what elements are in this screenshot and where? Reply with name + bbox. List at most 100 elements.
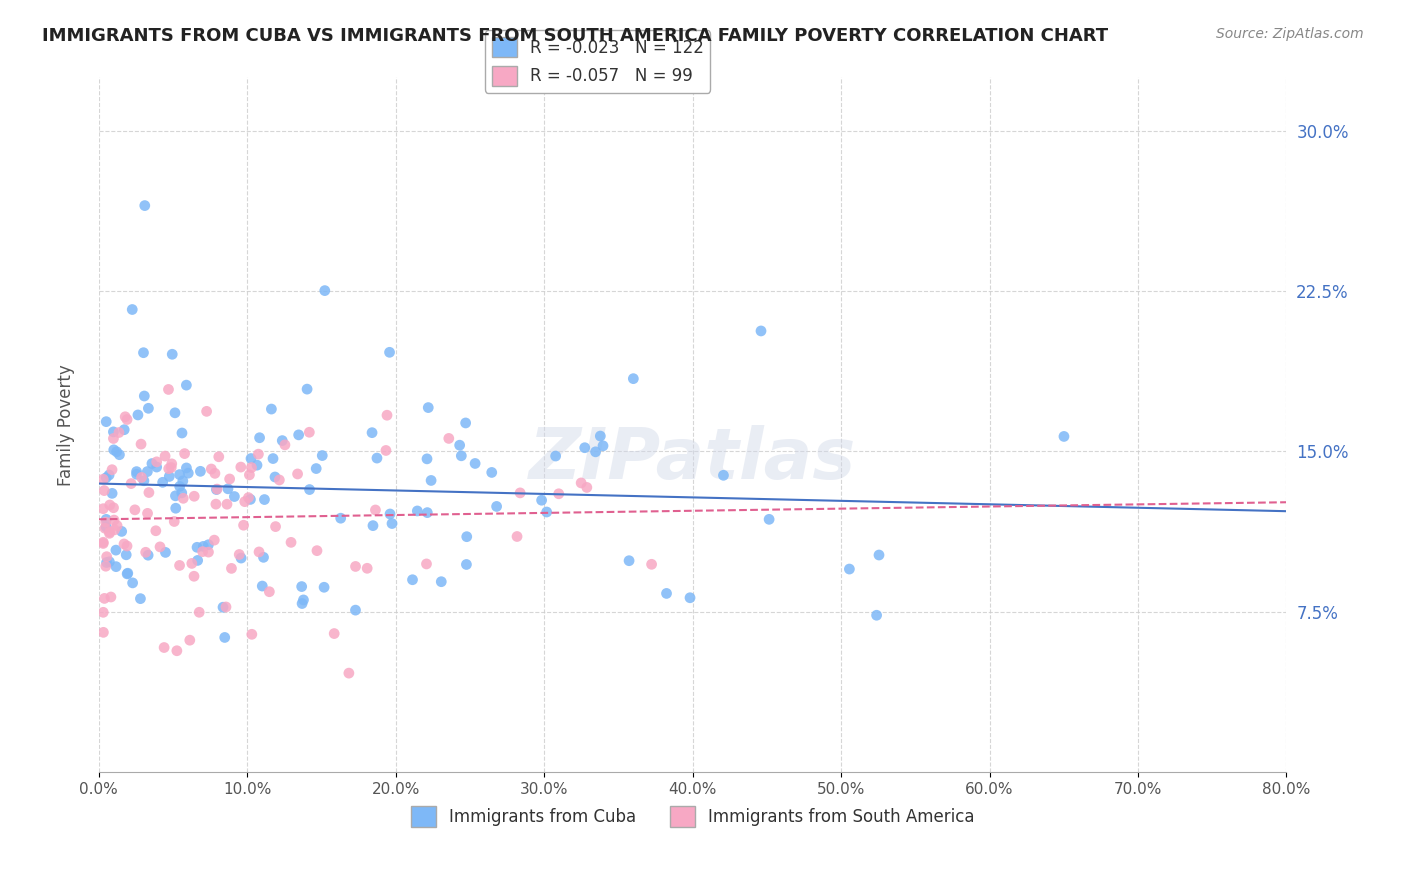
- Legend: Immigrants from Cuba, Immigrants from South America: Immigrants from Cuba, Immigrants from So…: [404, 799, 981, 833]
- Point: [145, 455, 167, 469]
- Point: [430, 574, 453, 589]
- Point: [215, 497, 238, 511]
- Point: [169, 558, 191, 573]
- Point: [547, 487, 569, 501]
- Point: [157, 461, 180, 475]
- Point: [129, 437, 152, 451]
- Point: [238, 491, 260, 505]
- Point: [406, 504, 429, 518]
- Point: [246, 458, 269, 472]
- Point: [197, 545, 219, 559]
- Point: [170, 486, 193, 500]
- Point: [232, 518, 254, 533]
- Point: [152, 475, 174, 490]
- Point: [344, 559, 367, 574]
- Point: [640, 558, 662, 572]
- Point: [208, 450, 231, 464]
- Point: [247, 447, 270, 461]
- Point: [136, 548, 159, 562]
- Y-axis label: Family Poverty: Family Poverty: [58, 364, 75, 485]
- Point: [449, 438, 471, 452]
- Point: [274, 438, 297, 452]
- Point: [378, 345, 401, 359]
- Point: [108, 448, 131, 462]
- Point: [224, 490, 246, 504]
- Point: [103, 500, 125, 515]
- Point: [204, 467, 226, 481]
- Point: [464, 457, 486, 471]
- Point: [176, 461, 198, 475]
- Point: [94, 521, 117, 535]
- Point: [134, 198, 156, 212]
- Point: [589, 429, 612, 443]
- Point: [115, 412, 138, 426]
- Point: [162, 347, 184, 361]
- Point: [91, 605, 114, 619]
- Point: [125, 467, 148, 482]
- Point: [153, 640, 176, 655]
- Point: [298, 425, 321, 440]
- Point: [190, 464, 212, 478]
- Point: [295, 382, 318, 396]
- Point: [228, 548, 250, 562]
- Point: [253, 492, 276, 507]
- Point: [481, 466, 503, 480]
- Point: [195, 404, 218, 418]
- Point: [364, 503, 387, 517]
- Point: [592, 439, 614, 453]
- Point: [165, 501, 187, 516]
- Point: [179, 633, 201, 648]
- Point: [264, 519, 287, 533]
- Point: [437, 432, 460, 446]
- Point: [418, 401, 440, 415]
- Point: [132, 474, 155, 488]
- Point: [129, 591, 152, 606]
- Point: [121, 575, 143, 590]
- Point: [104, 543, 127, 558]
- Point: [157, 469, 180, 483]
- Point: [621, 372, 644, 386]
- Point: [98, 524, 121, 539]
- Point: [202, 533, 225, 548]
- Point: [314, 284, 336, 298]
- Point: [136, 465, 159, 479]
- Point: [103, 432, 125, 446]
- Point: [271, 434, 294, 448]
- Point: [574, 441, 596, 455]
- Point: [96, 520, 118, 534]
- Point: [134, 389, 156, 403]
- Point: [166, 644, 188, 658]
- Point: [485, 500, 508, 514]
- Point: [115, 566, 138, 581]
- Point: [172, 474, 194, 488]
- Point: [361, 425, 384, 440]
- Point: [544, 449, 567, 463]
- Point: [131, 470, 153, 484]
- Point: [163, 515, 186, 529]
- Point: [838, 562, 860, 576]
- Point: [103, 523, 125, 537]
- Point: [169, 467, 191, 482]
- Point: [173, 447, 195, 461]
- Point: [291, 597, 314, 611]
- Point: [160, 460, 183, 475]
- Point: [713, 468, 735, 483]
- Point: [112, 537, 135, 551]
- Point: [108, 425, 131, 440]
- Point: [165, 489, 187, 503]
- Point: [115, 539, 138, 553]
- Point: [163, 406, 186, 420]
- Point: [205, 497, 228, 511]
- Point: [183, 569, 205, 583]
- Point: [170, 425, 193, 440]
- Point: [132, 345, 155, 359]
- Point: [103, 513, 125, 527]
- Point: [96, 512, 118, 526]
- Point: [260, 402, 283, 417]
- Point: [187, 553, 209, 567]
- Point: [575, 480, 598, 494]
- Point: [94, 515, 117, 529]
- Point: [291, 580, 314, 594]
- Point: [183, 489, 205, 503]
- Point: [101, 463, 124, 477]
